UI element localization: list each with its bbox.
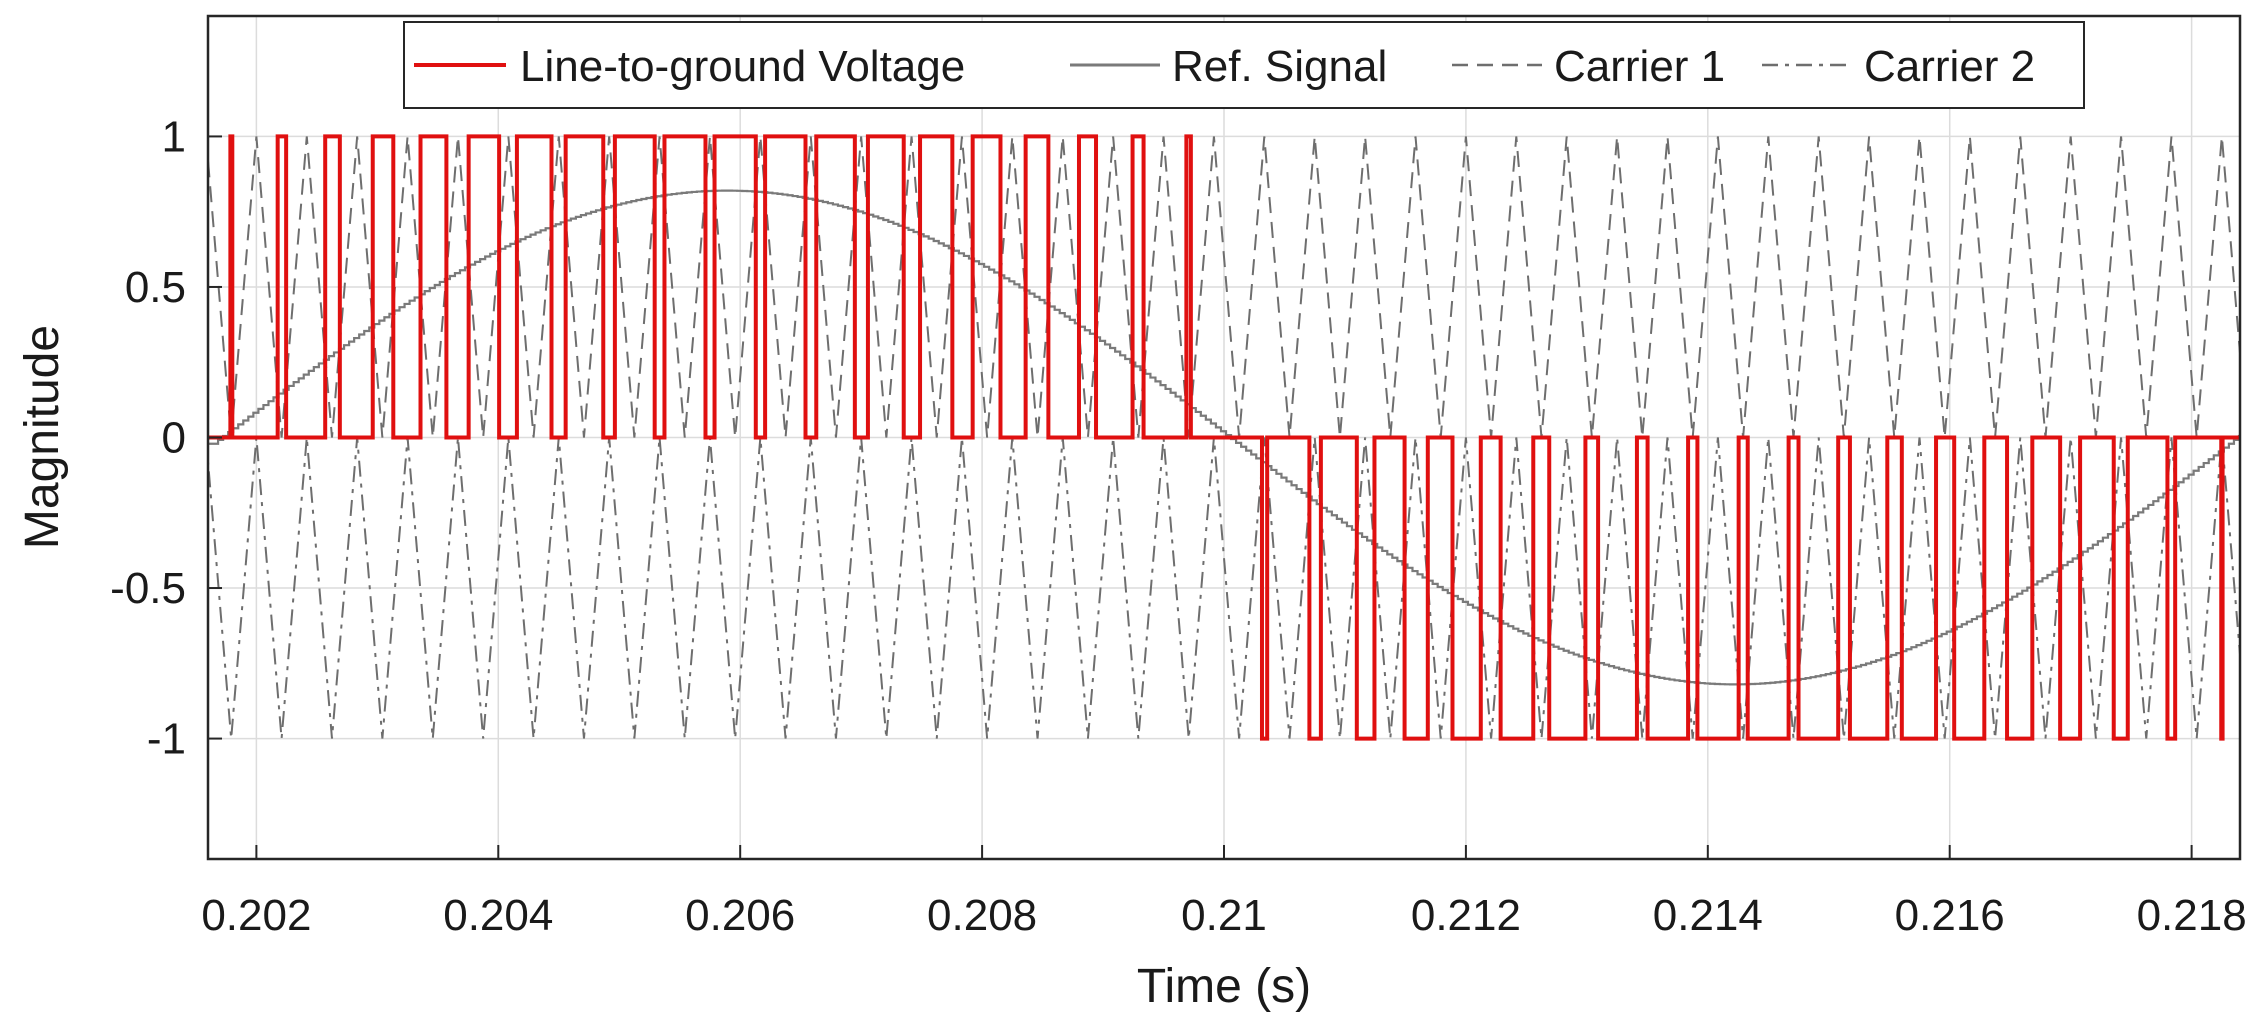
- x-tick-label: 0.214: [1653, 891, 1763, 940]
- axis-ticks: 0.202 0.204 0.206 0.208 0.21 0.212 0.214 0.216 0…: [110, 112, 2247, 940]
- y-tick-label: 1: [162, 112, 186, 161]
- y-tick-label: -1: [147, 715, 186, 764]
- legend-label-ref-signal: Ref. Signal: [1172, 42, 1387, 91]
- carrier-1-line: [208, 136, 2240, 438]
- y-tick-label: -0.5: [110, 564, 186, 613]
- x-tick-label: 0.206: [685, 891, 795, 940]
- y-tick-label: 0: [162, 414, 186, 463]
- legend-label-line-to-ground: Line-to-ground Voltage: [520, 42, 965, 91]
- legend-label-carrier-1: Carrier 1: [1554, 42, 1725, 91]
- x-tick-label: 0.216: [1895, 891, 2005, 940]
- y-axis-title: Magnitude: [16, 325, 69, 549]
- x-tick-label: 0.204: [443, 891, 553, 940]
- x-axis-title: Time (s): [1137, 960, 1311, 1013]
- plot-area: [208, 134, 2240, 741]
- x-tick-label: 0.212: [1411, 891, 1521, 940]
- legend-label-carrier-2: Carrier 2: [1864, 42, 2035, 91]
- legend: Line-to-ground Voltage Ref. Signal Carri…: [403, 21, 2085, 109]
- x-tick-label: 0.21: [1181, 891, 1267, 940]
- y-tick-label: 0.5: [125, 263, 186, 312]
- x-tick-label: 0.208: [927, 891, 1037, 940]
- x-tick-label: 0.202: [201, 891, 311, 940]
- x-tick-label: 0.218: [2137, 891, 2247, 940]
- line-to-ground-voltage-line: [208, 134, 2240, 741]
